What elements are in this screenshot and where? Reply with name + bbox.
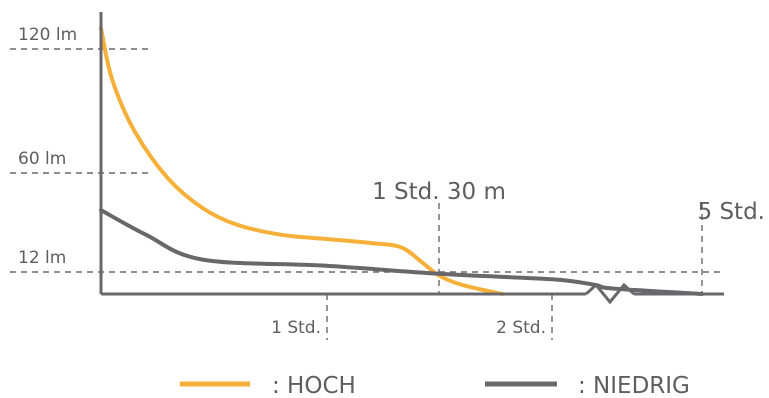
x-tick-label-0: 1 Std. — [271, 318, 321, 338]
x-axis-break — [584, 282, 636, 305]
legend: : HOCH : NIEDRIG — [180, 373, 690, 398]
series-line-hoch — [99, 26, 505, 296]
y-tick-label-1: 60 lm — [18, 149, 66, 169]
y-tick-label-0: 120 lm — [18, 25, 77, 45]
legend-label-hoch: : HOCH — [272, 373, 356, 398]
x-tick-label-1: 2 Std. — [496, 318, 546, 338]
reference-lines — [10, 48, 724, 340]
annotation-label-0: 1 Std. 30 m — [372, 179, 506, 205]
y-tick-label-2: 12 lm — [18, 248, 66, 268]
series-line-niedrig — [99, 208, 704, 296]
labels: 120 lm 60 lm 12 lm 1 Std. 2 Std. 1 Std. 30 m 5… — [18, 25, 765, 338]
legend-label-niedrig: : NIEDRIG — [578, 373, 690, 398]
series-lines — [99, 26, 704, 296]
axes — [99, 12, 724, 305]
annotation-label-1: 5 Std. — [698, 199, 765, 225]
